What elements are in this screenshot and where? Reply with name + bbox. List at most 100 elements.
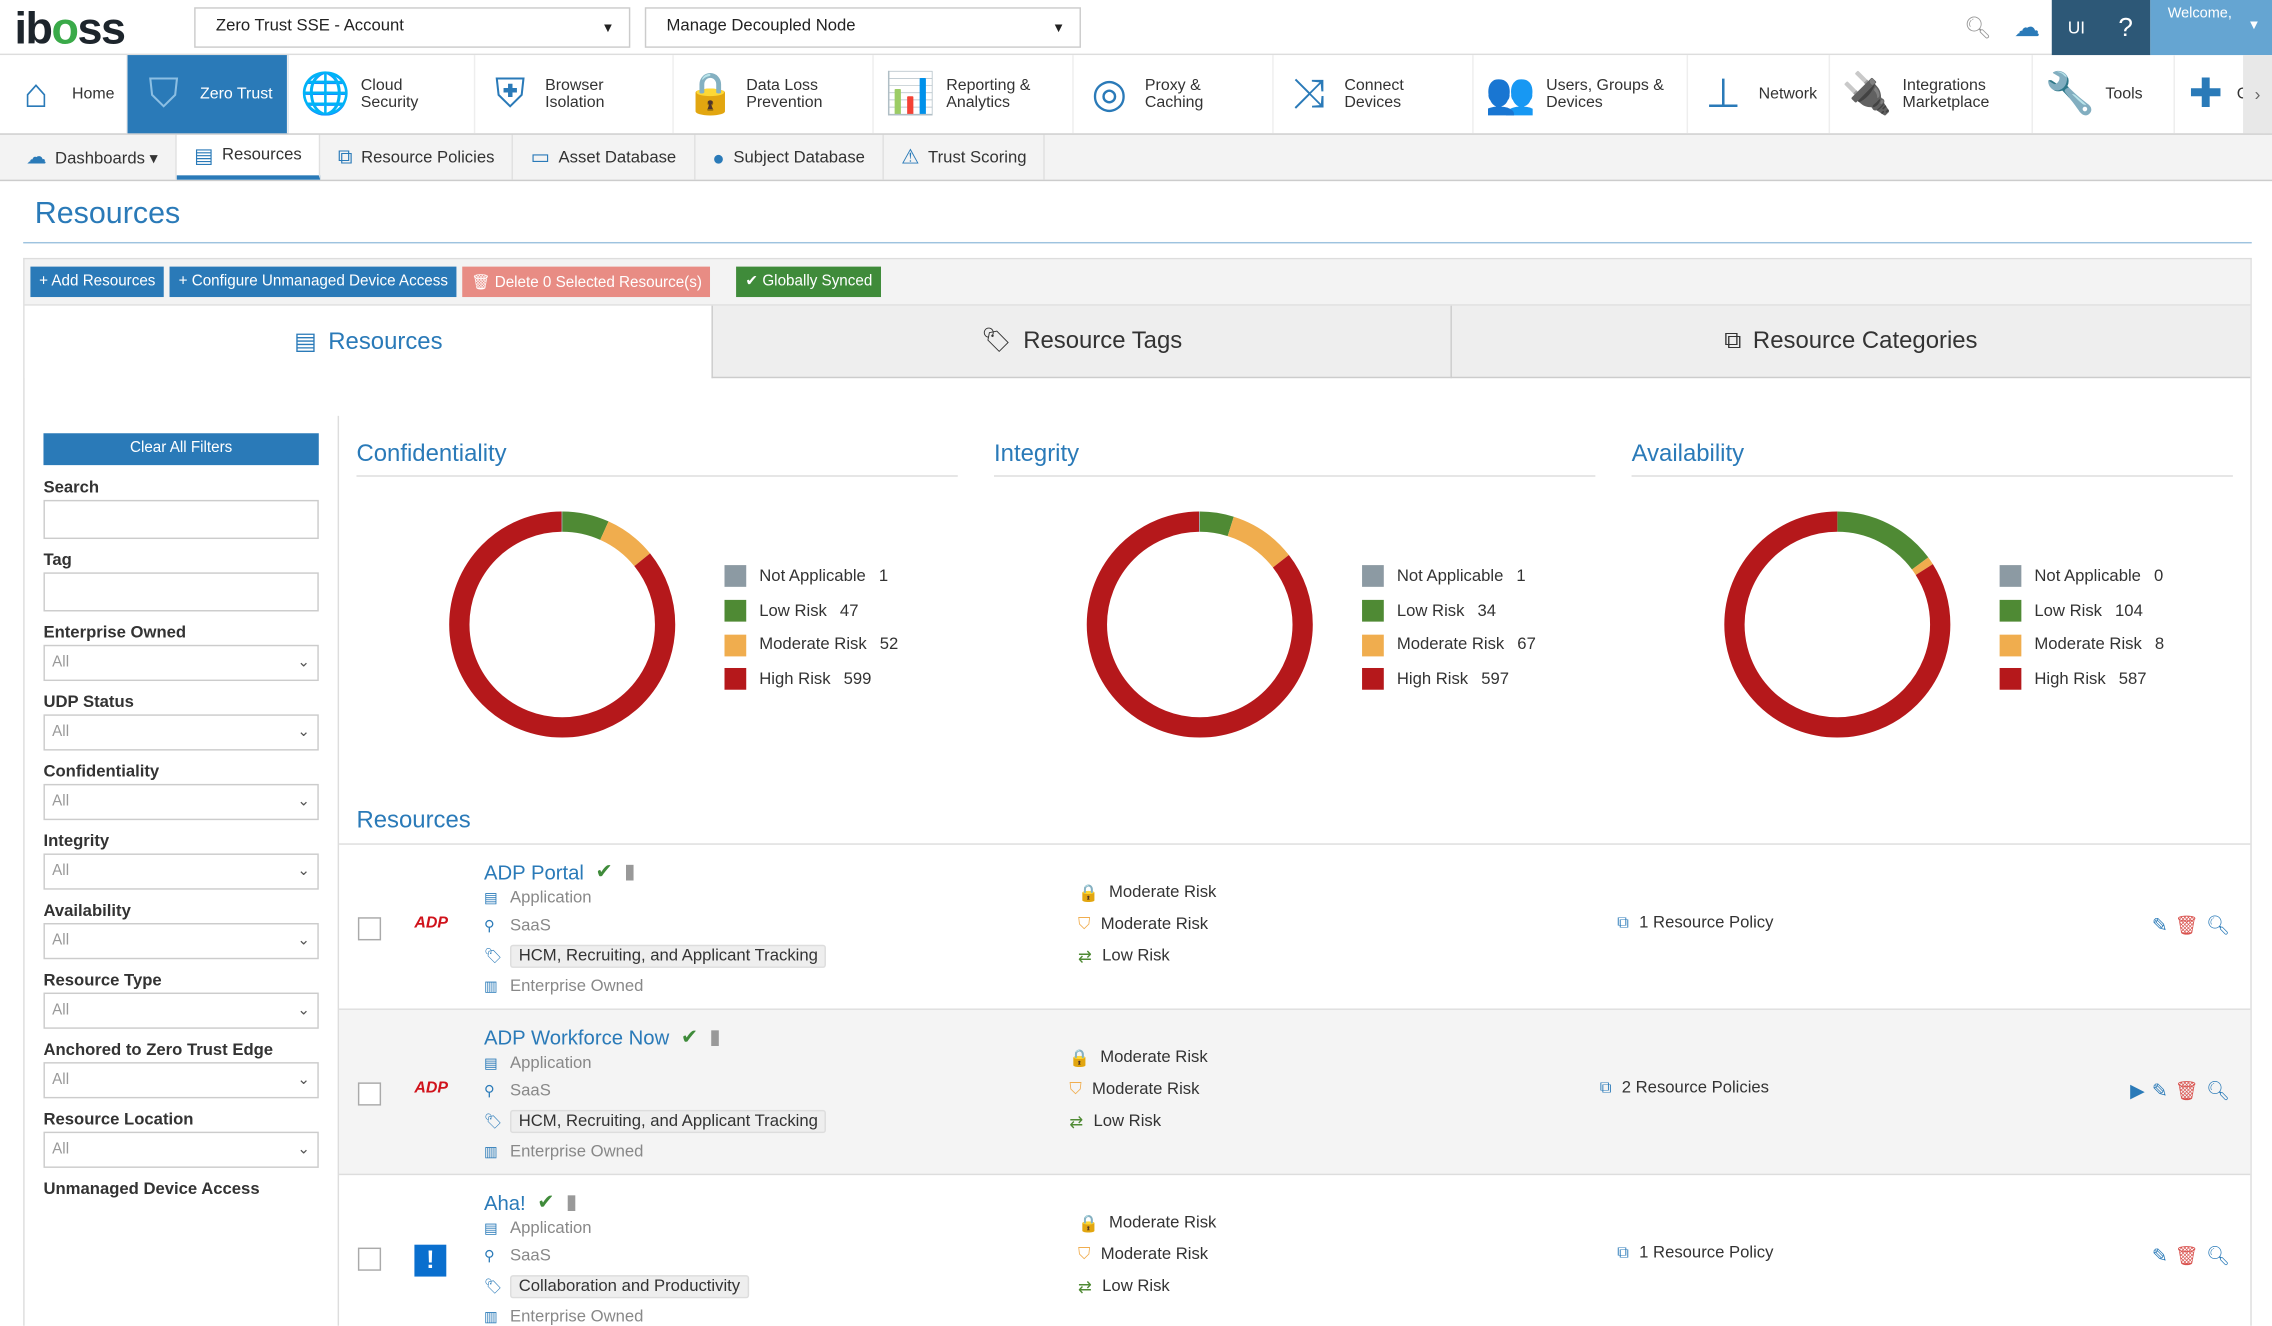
resource-location: ⚲ SaaS [484,1078,827,1104]
legend-label: Low Risk [2034,602,2103,620]
nav-item-network[interactable]: ⊥ Network [1688,55,1831,134]
welcome-menu[interactable]: Welcome, ▼ [2150,0,2272,56]
help-icon[interactable]: ? [2118,12,2133,42]
analytics-icon: 📊 [885,71,936,116]
nav-item-connect-devices[interactable]: ⤨ Connect Devices [1274,55,1474,134]
subnav-resources[interactable]: ▤ Resources [176,134,321,180]
policies-count: 1 Resource Policy [1639,1244,1774,1263]
clear-filters-button[interactable]: Clear All Filters [43,433,319,466]
legend-swatch [1999,599,2022,622]
configure-unmanaged-access-button[interactable]: + Configure Unmanaged Device Access [169,266,457,298]
search-icon[interactable]: 🔍︎ [2206,1079,2231,1102]
page-title: Resources [34,197,181,231]
filter-enterprise-owned-select[interactable]: All ⌄ [43,644,319,682]
chart-legend: Not Applicable 1 Low Risk 47 Moderate Risk 52… [724,559,898,696]
resource-name-link[interactable]: ADP Workforce Now [483,1025,670,1049]
edit-icon[interactable]: ✎ [2151,1244,2168,1267]
nav-item-users-groups-devices[interactable]: 👥 Users, Groups & Devices [1474,55,1689,134]
main-nav: ⌂ Home ⛉ Zero Trust 🌐 Cloud Security ⛨ Browser … [0,55,2272,135]
donut-chart [1086,511,1313,738]
legend-label: Not Applicable [1396,567,1504,586]
resource-name-link[interactable]: ADP Portal [483,859,584,884]
filter-resource-location-select[interactable]: All ⌄ [43,1131,319,1168]
subnav-asset-database[interactable]: ▭ Asset Database [513,134,696,180]
delete-icon[interactable]: 🗑 [2174,1079,2199,1102]
chart-title: Availability [1631,440,2233,477]
filter-resource-type-select[interactable]: All ⌄ [43,992,319,1029]
nav-item-home[interactable]: ⌂ Home [0,55,128,134]
chevron-right-icon[interactable]: › [2243,55,2272,134]
browser-shield-icon: ⛨ [494,71,526,116]
bookmark-icon[interactable]: ▮ [565,1189,578,1213]
edit-icon[interactable]: ✎ [2151,1079,2168,1102]
legend-swatch [1999,668,2022,691]
resource-logo: ADP [414,914,449,932]
resource-policies-link[interactable]: ⧉ 1 Resource Policy [1617,1245,1773,1264]
chart-availability: Availability Not Applicable 0 Low Risk 104 Mo… [1631,440,2233,738]
location-pin-icon: ⚲ [483,917,495,934]
nav-item-cloud-security[interactable]: 🌐 Cloud Security [288,55,476,134]
tab-resource-tags[interactable]: 🏷 Resource Tags [712,305,1451,379]
nav-item-data-loss-prevention[interactable]: 🔒 Data Loss Prevention [674,55,874,134]
delete-icon[interactable]: 🗑 [2174,914,2199,937]
tag-chip[interactable]: Collaboration and Productivity [510,1275,749,1299]
filter-integrity-select[interactable]: All ⌄ [43,853,319,890]
row-checkbox[interactable] [357,1082,382,1106]
cloud-sync-icon[interactable]: ☁ [2014,12,2041,42]
filter-value: All [52,723,70,741]
edit-icon[interactable]: ✎ [2151,914,2168,937]
legend-swatch [724,634,747,656]
filter-udp-status-select[interactable]: All ⌄ [43,714,319,751]
filter-confidentiality-select[interactable]: All ⌄ [43,783,319,821]
tab-icon: ⧉ [1724,327,1742,354]
play-icon[interactable]: ▶ [2130,1079,2145,1102]
subnav-subject-database[interactable]: ● Subject Database [695,134,884,180]
resource-policies-link[interactable]: ⧉ 1 Resource Policy [1617,914,1773,933]
row-checkbox[interactable] [357,1247,382,1271]
subnav-resource-policies[interactable]: ⧉ Resource Policies [321,134,514,180]
nav-item-browser-isolation[interactable]: ⛨ Browser Isolation [475,55,674,134]
filter-availability-select[interactable]: All ⌄ [43,923,319,960]
legend-value: 8 [2154,636,2165,654]
globally-synced-button[interactable]: ✔ Globally Synced [736,266,881,298]
resource-name-link[interactable]: Aha! [483,1190,526,1214]
risk-item: ⇄ Low Risk [1078,1271,1216,1303]
nav-item-reporting-analytics[interactable]: 📊 Reporting & Analytics [874,55,1074,134]
row-checkbox[interactable] [357,917,382,941]
resource-policies-link[interactable]: ⧉ 2 Resource Policies [1600,1080,1769,1099]
chevron-down-icon: ⌄ [297,723,311,741]
iboss-logo[interactable]: iboss [14,2,126,54]
risk-label: Low Risk [1093,1112,1162,1131]
subnav-dashboards[interactable]: ☁ Dashboards ▾ [9,134,177,180]
node-select[interactable]: Manage Decoupled Node ▼ [644,7,1081,48]
search-icon[interactable]: 🔍︎ [2206,1244,2231,1267]
tag-input[interactable] [43,572,319,612]
nav-item-integrations-marketplace[interactable]: 🔌 Integrations Marketplace [1830,55,2033,134]
tab-resource-categories[interactable]: ⧉ Resource Categories [1450,305,2251,379]
arrows-icon: ⇄ [1069,1114,1084,1132]
welcome-label: Welcome, [2167,5,2232,22]
search-icon[interactable]: 🔍︎ [1964,15,1992,41]
account-select[interactable]: Zero Trust SSE - Account ▼ [194,7,631,48]
nav-item-tools[interactable]: 🔧 Tools [2033,55,2175,134]
ui-switch-icon[interactable]: UI [2067,17,2086,38]
resource-risks: 🔒 Moderate Risk ⛉ Moderate Risk ⇄ Low Risk [1078,877,1216,973]
nav-item-proxy-caching[interactable]: ◎ Proxy & Caching [1074,55,1274,134]
subnav-trust-scoring[interactable]: ⚠ Trust Scoring [884,134,1046,180]
nav-item-zero-trust[interactable]: ⛉ Zero Trust [127,55,289,134]
nav-item-label: Users, Groups & Devices [1546,76,1664,112]
delete-icon[interactable]: 🗑 [2174,1244,2199,1267]
search-input[interactable] [43,499,319,540]
tag-chip[interactable]: HCM, Recruiting, and Applicant Tracking [510,944,827,968]
bookmark-icon[interactable]: ▮ [624,859,636,883]
filter-label-availability: Availability [43,902,131,921]
legend-swatch [1362,565,1384,588]
bookmark-icon[interactable]: ▮ [709,1024,721,1048]
filter-anchored-to-zero-trust-edge-select[interactable]: All ⌄ [43,1062,319,1099]
add-resources-button[interactable]: + Add Resources [30,266,165,298]
search-icon[interactable]: 🔍︎ [2206,914,2231,937]
tab-resources[interactable]: ▤ Resources [24,305,713,379]
delete-selected-button[interactable]: 🗑 Delete 0 Selected Resource(s) [462,266,711,298]
tag-chip[interactable]: HCM, Recruiting, and Applicant Tracking [510,1109,827,1134]
tag-icon: 🏷 [483,1113,503,1130]
